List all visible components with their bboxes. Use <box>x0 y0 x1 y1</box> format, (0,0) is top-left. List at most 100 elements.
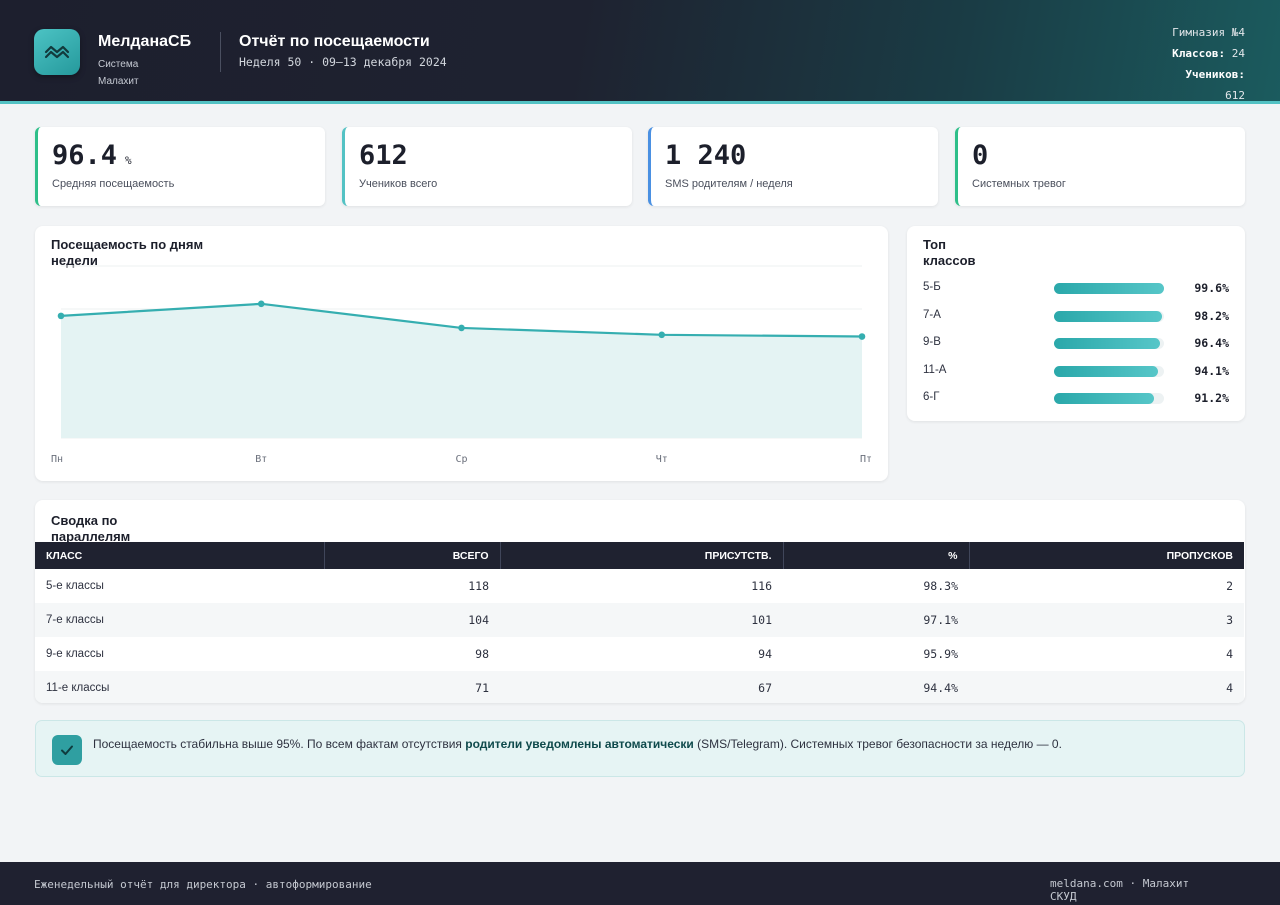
top-class-percent: 94.1% <box>1194 363 1229 378</box>
table-row: 9-е классы 98 94 95.9% 4 <box>35 637 1244 671</box>
top-class-bar <box>1054 365 1158 377</box>
top-classes-title: Топ классов <box>923 237 976 268</box>
students-value: 612 <box>1225 89 1245 102</box>
table-row: 11-е классы 71 67 94.4% 4 <box>35 671 1244 703</box>
kpi-unit: % <box>125 154 132 167</box>
table-header-row: КЛАСС ВСЕГО ПРИСУТСТВ. % ПРОПУСКОВ <box>35 542 1244 569</box>
cell-percent: 98.3% <box>923 579 958 593</box>
weekday-chart-title: Посещаемость по дням недели <box>51 237 204 268</box>
kpi-label: SMS родителям / неделя <box>665 178 793 190</box>
summary-panel: Сводка по параллелям КЛАСС ВСЕГО ПРИСУТС… <box>35 500 1245 703</box>
top-class-bar-track <box>1054 393 1164 404</box>
top-classes-panel: Топ классов 5-Б 99.6% 7-А 98.2% 9-В 96.4% 11-А… <box>907 226 1245 421</box>
kpi-label: Системных тревог <box>972 178 1066 190</box>
top-class-name: 9-В <box>923 336 941 348</box>
top-class-row: 5-Б 99.6% <box>923 281 1229 295</box>
cell-class: 9-е классы <box>46 648 104 660</box>
top-class-bar-track <box>1054 283 1164 294</box>
page-title: Отчёт по посещаемости <box>239 33 430 50</box>
cell-total: 118 <box>468 579 489 593</box>
kpi-value: 96.4% <box>52 140 132 171</box>
top-class-name: 6-Г <box>923 391 940 403</box>
wave-logo-icon <box>44 45 70 59</box>
cell-percent: 94.4% <box>783 671 969 703</box>
kpi-card-alarms: 0 Системных тревог <box>955 127 1245 206</box>
cell-total: 98 <box>475 647 489 661</box>
cell-absences: 2 <box>1226 579 1233 593</box>
school-name: Гимназия №4 <box>1172 26 1245 39</box>
weekday-attendance-chart: Пн Вт Ср Чт Пт <box>51 265 872 465</box>
brand-subtitle: Система Малахит <box>98 59 139 87</box>
weekday-attendance-panel: Посещаемость по дням недели Пн Вт Ср Чт Пт <box>35 226 888 481</box>
top-class-row: 11-А 94.1% <box>923 364 1229 378</box>
top-class-percent: 98.2% <box>1194 308 1229 323</box>
column-header-total: ВСЕГО <box>323 542 500 569</box>
classes-count: Классов: 24 <box>1115 43 1245 64</box>
cell-percent: 97.1% <box>783 603 969 637</box>
kpi-card-sms: 1 240 SMS родителям / неделя <box>648 127 938 206</box>
report-header: МелданаСБ Система Малахит Отчёт по посещ… <box>0 0 1280 104</box>
cell-total: 104 <box>324 603 500 637</box>
top-class-percent: 96.4% <box>1194 336 1229 350</box>
top-class-bar-track <box>1054 310 1164 322</box>
top-class-percent: 99.6% <box>1194 281 1229 295</box>
cell-present: 94 <box>758 647 772 661</box>
footer: Еженедельный отчёт для директора · автоф… <box>0 862 1280 905</box>
students-label: Учеников: <box>1185 68 1245 81</box>
check-icon <box>52 735 82 765</box>
kpi-value: 612 <box>359 140 408 171</box>
report-week: Неделя 50 · 09–13 декабря 2024 <box>239 55 447 69</box>
cell-total: 71 <box>324 671 500 703</box>
kpi-label: Средняя посещаемость <box>52 178 175 190</box>
top-class-name: 11-А <box>923 363 947 376</box>
footer-link: meldana.com · Малахит СКУД <box>1050 877 1190 903</box>
chart-point <box>257 300 265 308</box>
top-class-name: 7-А <box>923 308 941 321</box>
status-note-highlight: родители уведомлены автоматически <box>465 737 694 751</box>
top-class-row: 9-В 96.4% <box>923 336 1229 350</box>
top-class-row: 6-Г 91.2% <box>923 391 1229 405</box>
cell-present: 67 <box>500 671 783 703</box>
top-class-name: 5-Б <box>923 281 941 293</box>
classes-value: 24 <box>1231 47 1245 60</box>
cell-absences: 4 <box>1226 647 1233 661</box>
kpi-card-students: 612 Учеников всего <box>342 127 632 206</box>
chart-point <box>658 331 666 339</box>
top-class-bar-track <box>1054 365 1164 377</box>
cell-class: 11-е классы <box>35 671 324 703</box>
top-class-row: 7-А 98.2% <box>923 309 1229 323</box>
status-note: Посещаемость стабильна выше 95%. По всем… <box>35 720 1245 777</box>
column-header-absences: ПРОПУСКОВ <box>968 542 1244 569</box>
kpi-card-attendance: 96.4% Средняя посещаемость <box>35 127 325 206</box>
top-class-bar <box>1054 393 1155 404</box>
brand-name: МелданаСБ <box>98 33 192 50</box>
summary-title: Сводка по параллелям <box>51 513 131 544</box>
cell-percent: 95.9% <box>923 647 958 661</box>
chart-x-tick-label: Пт <box>860 454 872 465</box>
table-row: 5-е классы 118 116 98.3% 2 <box>35 569 1244 603</box>
logo <box>34 29 80 75</box>
kpi-value: 1 240 <box>665 140 747 171</box>
top-class-bar-track <box>1054 338 1164 349</box>
cell-absences: 4 <box>969 671 1244 703</box>
top-class-bar <box>1054 310 1163 322</box>
kpi-value: 0 <box>972 140 989 171</box>
status-note-text: Посещаемость стабильна выше 95%. По всем… <box>93 737 1062 751</box>
table-row: 7-е классы 104 101 97.1% 3 <box>35 603 1244 637</box>
chart-x-tick-label: Пн <box>51 454 63 465</box>
cell-class: 5-е классы <box>46 580 104 592</box>
cell-absences: 3 <box>969 603 1244 637</box>
classes-label: Классов: <box>1172 47 1226 60</box>
column-header-present: ПРИСУТСТВ. <box>499 542 783 569</box>
chart-point <box>57 312 65 320</box>
cell-present: 101 <box>500 603 783 637</box>
school-info: Гимназия №4 Классов: 24 Учеников: 612 <box>1115 22 1245 106</box>
chart-point <box>858 333 866 340</box>
cell-class: 7-е классы <box>35 603 324 637</box>
chart-x-tick-label: Ср <box>455 454 467 465</box>
chart-area <box>61 303 862 438</box>
top-class-bar <box>1054 338 1161 349</box>
top-class-percent: 91.2% <box>1194 391 1229 405</box>
chart-x-tick-label: Вт <box>255 454 267 465</box>
summary-table: КЛАСС ВСЕГО ПРИСУТСТВ. % ПРОПУСКОВ 5-е к… <box>35 542 1244 703</box>
